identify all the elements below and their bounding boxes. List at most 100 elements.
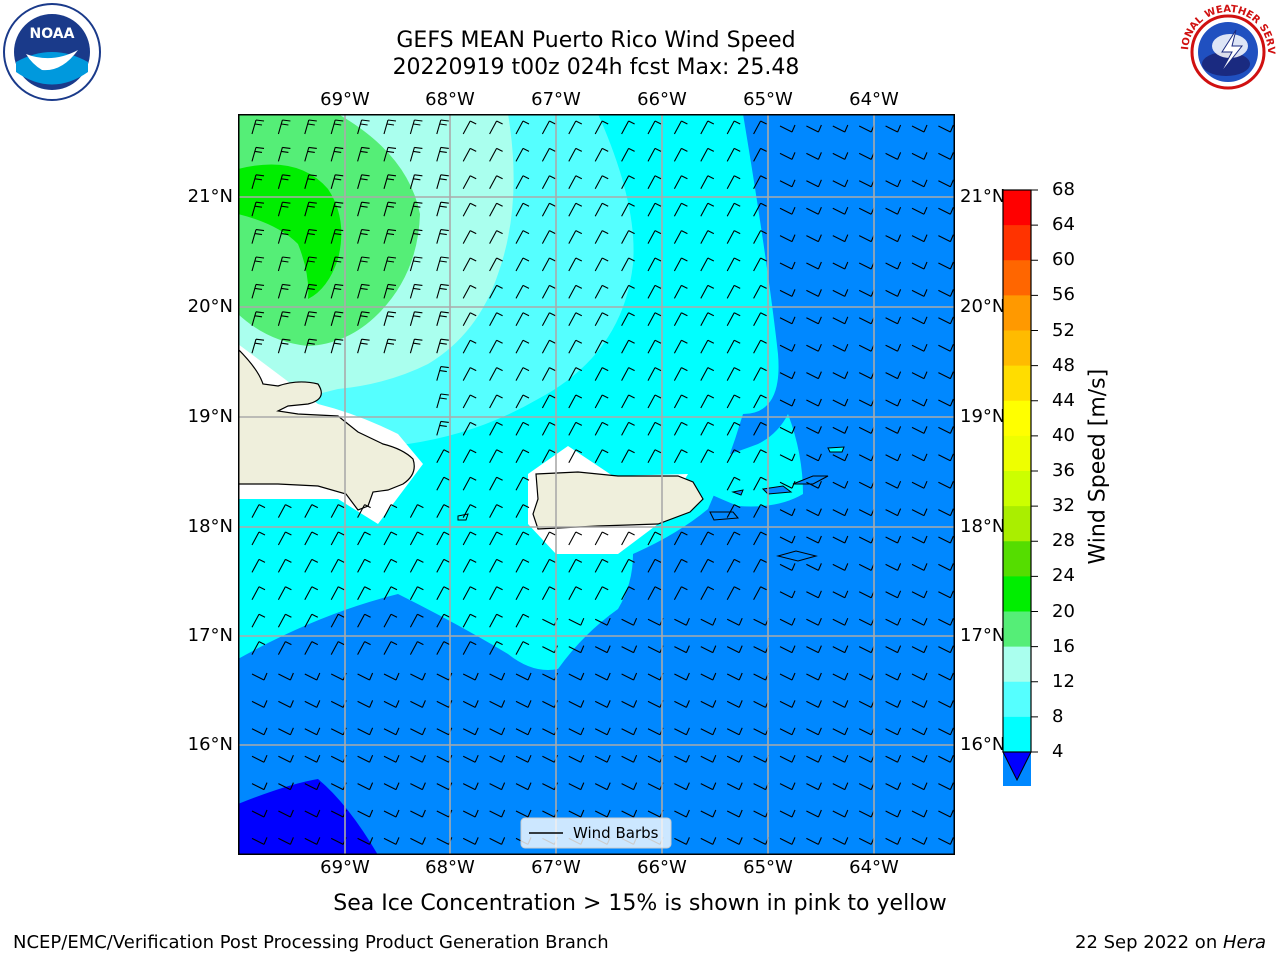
wind-barb [647,558,662,573]
wind-barb [409,586,424,601]
wind-barb [383,809,400,818]
wind-barb [409,229,423,244]
wind-barb [647,230,662,244]
wind-barb [700,558,715,573]
wind-barb [357,641,371,655]
wind-barb [410,700,426,708]
wind-barb [409,146,423,162]
wind-barb [647,257,662,272]
wind-barb [383,229,397,244]
wind-barb [832,590,849,599]
wind-barb [832,727,849,736]
wind-barb [885,234,902,243]
wind-barb [410,672,426,681]
wind-barb [489,531,503,546]
wind-barb [304,586,319,601]
wind-barb [515,284,530,299]
wind-barb [594,120,609,135]
wind-barb [330,338,344,354]
wind-barb [726,175,741,190]
wind-barb [383,504,398,518]
wind-barb [541,531,556,546]
colorbar-segment [1003,435,1031,472]
wind-barb [621,617,638,626]
wind-barb [515,449,530,464]
wind-barb [489,782,506,791]
wind-barb [489,476,503,491]
wind-barb [779,398,796,407]
wind-barb [885,453,902,462]
wind-barb [462,700,479,708]
wind-barb [885,645,902,654]
land-puerto-rico [532,471,704,530]
wind-barb [357,201,370,217]
wind-barb [409,338,423,354]
wind-barb [938,617,954,626]
wind-barb [726,230,741,244]
wind-barb [832,563,849,571]
wind-barb [832,837,849,845]
colorbar-tick-label: 64 [1052,214,1075,236]
wind-barb [304,837,321,845]
wind-barb [304,613,319,628]
wind-barb [594,257,609,272]
wind-barb [277,641,292,655]
wind-barb [410,727,426,736]
wind-barb [832,453,849,462]
wind-barb [806,672,822,681]
wind-barb [436,146,449,162]
wind-barb [515,782,532,791]
wind-barb [779,617,796,626]
colorbar-segment [1003,365,1031,402]
wind-barb [568,586,583,601]
wind-barb [330,641,345,655]
wind-barb [779,206,796,215]
wind-barb [251,809,268,818]
wind-barb [462,809,479,818]
wind-barb [621,782,638,791]
wind-barb [330,613,345,628]
colorbar-tick-label: 32 [1052,495,1075,517]
wind-barb [515,476,530,491]
wind-barb [726,809,743,818]
lon-label-top: 64°W [849,89,899,110]
wind-barb [462,339,477,354]
wind-barb [436,201,449,217]
wind-barb [753,367,767,381]
wind-barb [621,449,635,464]
wind-barb [251,174,265,189]
lat-label-right: 18°N [960,516,1006,537]
wind-barb [515,257,530,272]
wind-barb [832,480,849,489]
wind-barb [462,727,479,736]
wind-barb [806,206,822,215]
colorbar-segment [1003,506,1031,542]
wind-barb [726,476,741,491]
wind-barb [568,312,583,327]
wind-barb [462,175,477,190]
wind-barb [621,700,638,708]
wind-barb [938,426,954,434]
lat-label-left: 20°N [187,296,233,317]
wind-barb [462,672,479,681]
wind-barb [277,229,291,244]
wind-barb [806,371,822,380]
wind-barb [885,179,902,188]
wind-barb [251,146,265,162]
wind-barb [541,147,556,162]
wind-barb [938,152,954,160]
wind-barb [462,421,477,436]
wind-barb [251,837,268,845]
wind-barb [277,119,291,135]
wind-barb [541,449,556,464]
wind-barb [621,230,635,244]
wind-barb [911,782,928,791]
wind-barb [647,394,662,409]
wind-barb [330,311,344,326]
wind-barb [251,256,265,272]
wind-barb [489,394,503,409]
wind-barb [489,449,503,464]
wind-barb [541,421,556,436]
wind-barb [278,672,294,681]
colorbar-tick-label: 44 [1052,389,1075,411]
